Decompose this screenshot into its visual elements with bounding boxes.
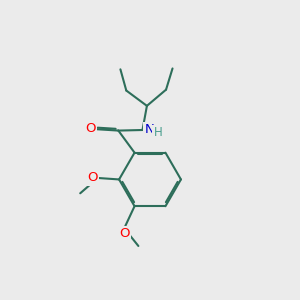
Text: O: O: [85, 122, 96, 135]
Text: H: H: [153, 126, 162, 139]
Text: O: O: [87, 172, 98, 184]
Text: N: N: [145, 123, 154, 136]
Text: O: O: [119, 227, 130, 240]
